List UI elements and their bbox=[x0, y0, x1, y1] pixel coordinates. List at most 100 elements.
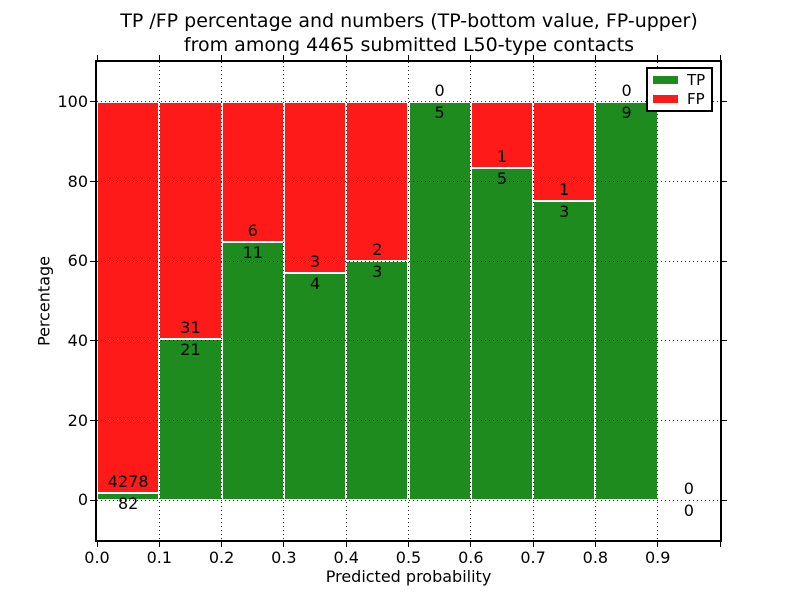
y-tick-left bbox=[90, 181, 95, 182]
y-tick-label: 60 bbox=[67, 251, 88, 271]
y-tick-left bbox=[90, 101, 95, 103]
x-tick-bottom bbox=[408, 542, 409, 547]
fp-count-label: 6 bbox=[247, 221, 258, 241]
tp-count-label: 3 bbox=[559, 202, 570, 222]
x-tick-bottom bbox=[158, 542, 160, 547]
y-tick-right bbox=[722, 499, 727, 501]
bar-fp-segment bbox=[97, 101, 160, 493]
x-tick-bottom bbox=[96, 542, 98, 547]
x-tick-top bbox=[408, 55, 409, 60]
bar-tp-segment bbox=[283, 272, 347, 501]
x-axis-label: Predicted probability bbox=[325, 567, 492, 586]
x-tick-label: 0.1 bbox=[146, 548, 173, 567]
x-tick-bottom bbox=[283, 542, 285, 547]
y-tick-left bbox=[90, 340, 95, 342]
x-tick-bottom bbox=[719, 542, 721, 547]
chart-title-line2: from among 4465 submitted L50-type conta… bbox=[183, 34, 635, 56]
gridline-vertical bbox=[470, 62, 472, 540]
x-tick-label: 0.2 bbox=[208, 548, 235, 567]
x-tick-label: 0.6 bbox=[458, 548, 484, 567]
x-tick-label: 0.0 bbox=[84, 548, 110, 567]
y-tick-label: 80 bbox=[67, 171, 88, 191]
x-tick-label: 0.9 bbox=[644, 548, 671, 567]
x-tick-top bbox=[594, 55, 596, 60]
x-tick-top bbox=[158, 55, 160, 60]
tp-count-label: 5 bbox=[496, 169, 508, 189]
gridline-vertical bbox=[532, 62, 534, 540]
bar-fp-segment bbox=[221, 101, 284, 243]
x-tick-bottom bbox=[221, 542, 223, 547]
x-tick-bottom bbox=[594, 542, 596, 547]
fp-count-label: 1 bbox=[559, 180, 570, 200]
x-tick-label: 0.5 bbox=[395, 548, 422, 567]
x-tick-top bbox=[470, 55, 472, 60]
y-tick-right bbox=[722, 101, 727, 103]
legend-item-fp: FP bbox=[653, 91, 706, 107]
bar-fp-segment bbox=[533, 101, 596, 202]
tp-count-label: 3 bbox=[372, 262, 383, 282]
gridline-vertical bbox=[657, 62, 659, 540]
x-tick-bottom bbox=[657, 542, 659, 547]
bar-tp-segment bbox=[159, 339, 222, 501]
fp-count-label: 2 bbox=[372, 240, 383, 260]
y-tick-label: 0 bbox=[77, 490, 88, 510]
bar-tp-segment bbox=[408, 101, 471, 501]
fp-count-label: 4278 bbox=[107, 471, 149, 491]
chart-title-line1: TP /FP percentage and numbers (TP-bottom… bbox=[120, 10, 698, 32]
y-tick-label: 40 bbox=[67, 330, 88, 350]
gridline-vertical bbox=[221, 62, 223, 540]
x-tick-top bbox=[657, 55, 659, 60]
x-tick-top bbox=[345, 55, 347, 60]
legend-swatch-fp-icon bbox=[653, 94, 678, 103]
tp-count-label: 0 bbox=[683, 501, 694, 521]
y-tick-left bbox=[90, 420, 95, 421]
y-tick-label: 100 bbox=[57, 91, 88, 111]
bar-tp-segment bbox=[470, 168, 534, 501]
bar-tp-segment bbox=[221, 242, 284, 501]
y-tick-label: 20 bbox=[67, 410, 88, 430]
x-tick-label: 0.7 bbox=[520, 548, 546, 567]
legend-label-fp: FP bbox=[687, 89, 705, 108]
bar-tp-segment bbox=[346, 261, 409, 501]
tp-count-label: 82 bbox=[117, 493, 139, 513]
x-tick-label: 0.3 bbox=[271, 548, 297, 567]
y-tick-right bbox=[722, 420, 727, 421]
y-tick-right bbox=[722, 181, 727, 182]
bar-tp-segment bbox=[595, 101, 658, 501]
x-tick-top bbox=[532, 55, 534, 60]
x-tick-bottom bbox=[532, 542, 534, 547]
gridline-vertical bbox=[345, 62, 347, 540]
y-tick-left bbox=[90, 499, 95, 501]
bar-fp-segment bbox=[283, 101, 347, 273]
bar-fp-segment bbox=[159, 101, 222, 340]
legend: TP FP bbox=[646, 67, 713, 112]
y-tick-left bbox=[90, 260, 95, 262]
tp-count-label: 5 bbox=[434, 102, 445, 122]
gridline-vertical bbox=[283, 62, 285, 540]
y-tick-right bbox=[722, 260, 727, 262]
legend-label-tp: TP bbox=[687, 71, 706, 90]
gridline-vertical bbox=[594, 62, 596, 540]
gridline-vertical bbox=[408, 62, 409, 540]
gridline-vertical bbox=[158, 62, 160, 540]
bar-tp-segment bbox=[97, 492, 160, 501]
x-tick-top bbox=[719, 55, 721, 60]
x-tick-label: 0.8 bbox=[582, 548, 609, 567]
legend-swatch-tp-icon bbox=[653, 76, 678, 85]
bar-tp-segment bbox=[533, 201, 596, 501]
x-tick-top bbox=[221, 55, 223, 60]
x-tick-top bbox=[283, 55, 285, 60]
fp-count-label: 0 bbox=[683, 479, 694, 499]
x-tick-bottom bbox=[345, 542, 347, 547]
x-tick-label: 0.4 bbox=[333, 548, 359, 567]
fp-count-label: 31 bbox=[180, 318, 201, 338]
tp-count-label: 9 bbox=[621, 102, 632, 122]
fp-count-label: 3 bbox=[309, 251, 321, 271]
tp-count-label: 4 bbox=[309, 273, 321, 293]
y-tick-right bbox=[722, 340, 727, 342]
chart-title: TP /FP percentage and numbers (TP-bottom… bbox=[89, 9, 729, 57]
fp-count-label: 0 bbox=[434, 80, 445, 100]
x-tick-bottom bbox=[470, 542, 472, 547]
tp-count-label: 11 bbox=[242, 243, 263, 263]
x-tick-top bbox=[96, 55, 98, 60]
